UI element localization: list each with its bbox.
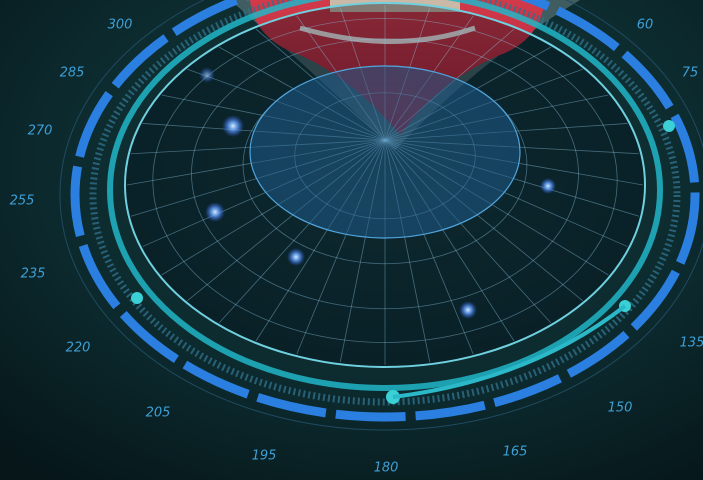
bearing-label: 285 <box>60 66 85 81</box>
radar-blip <box>222 115 244 137</box>
bearing-label: 300 <box>108 18 133 33</box>
inner-disc <box>249 65 521 239</box>
grid-ring <box>152 18 618 343</box>
bearing-label: 60 <box>637 18 654 33</box>
radar-blip <box>287 248 305 266</box>
radar-blip <box>459 301 477 319</box>
ship-stripe <box>299 25 476 44</box>
radar-blip <box>205 202 225 222</box>
bearing-label: 150 <box>608 401 633 416</box>
bearing-label: 75 <box>682 66 699 81</box>
bearing-label: 270 <box>28 124 53 139</box>
radar-blip <box>540 178 556 194</box>
tick-ring <box>89 0 681 406</box>
bearing-label: 135 <box>680 336 703 351</box>
arc-dot <box>131 292 143 304</box>
bearing-label: 235 <box>21 267 46 282</box>
teal-ring <box>107 0 663 391</box>
arc-dot <box>663 120 675 132</box>
teal-arc <box>392 304 627 399</box>
bearing-label: 195 <box>252 449 277 464</box>
bearing-label: 180 <box>374 461 399 476</box>
bearing-label: 205 <box>146 406 171 421</box>
radar-blip <box>199 67 215 83</box>
outer-ring <box>59 0 703 431</box>
grid-ring <box>191 38 579 310</box>
bearing-label: 165 <box>503 445 528 460</box>
segmented-ring <box>70 0 700 422</box>
bearing-label: 255 <box>10 194 35 209</box>
bearing-label: 220 <box>66 341 91 356</box>
